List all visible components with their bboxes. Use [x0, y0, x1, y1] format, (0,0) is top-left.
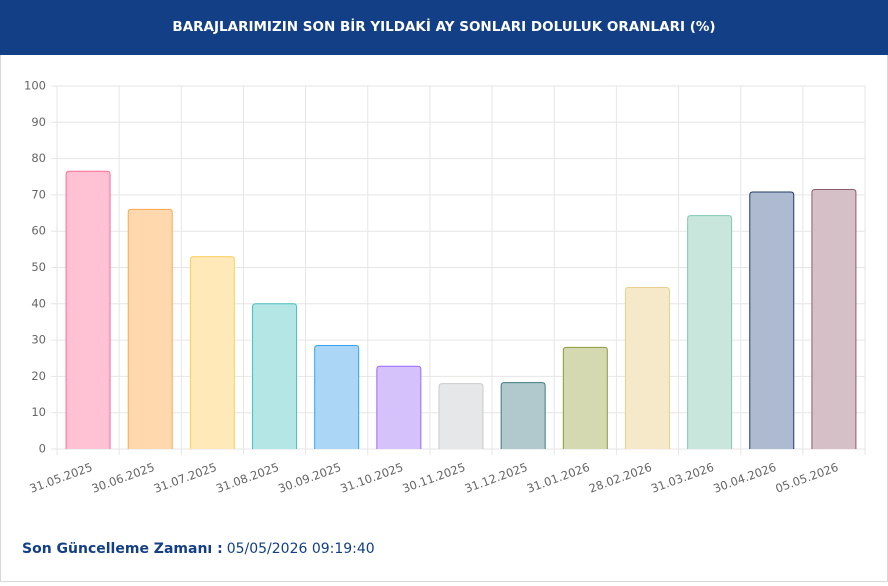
bar: [562, 346, 608, 449]
footer-value: 05/05/2026 09:19:40: [227, 541, 375, 557]
footer-label: Son Güncelleme Zamanı :: [22, 541, 223, 557]
bar: [500, 382, 546, 449]
y-tick-label: 70: [31, 187, 46, 201]
bar: [65, 170, 111, 449]
bar: [252, 303, 298, 449]
bar: [811, 188, 857, 449]
bar: [749, 191, 795, 449]
bar: [624, 286, 670, 449]
y-tick-label: 40: [31, 296, 46, 310]
y-tick-label: 50: [31, 260, 46, 274]
bar: [687, 215, 733, 449]
y-tick-label: 10: [31, 405, 46, 419]
y-tick-label: 30: [31, 333, 46, 347]
bar: [438, 383, 484, 449]
bar: [127, 208, 173, 449]
y-tick-label: 20: [31, 369, 46, 383]
y-tick-label: 80: [31, 151, 46, 165]
footer: Son Güncelleme Zamanı :05/05/2026 09:19:…: [22, 541, 375, 557]
bar: [189, 256, 235, 449]
y-tick-label: 60: [31, 224, 46, 238]
header: [0, 0, 888, 55]
bar: [376, 365, 422, 449]
y-tick-label: 0: [39, 442, 46, 456]
chart-title: BARAJLARIMIZIN SON BİR YILDAKİ AY SONLAR…: [172, 18, 715, 35]
y-tick-label: 90: [31, 115, 46, 129]
bar: [314, 345, 360, 449]
y-tick-label: 100: [24, 79, 46, 93]
